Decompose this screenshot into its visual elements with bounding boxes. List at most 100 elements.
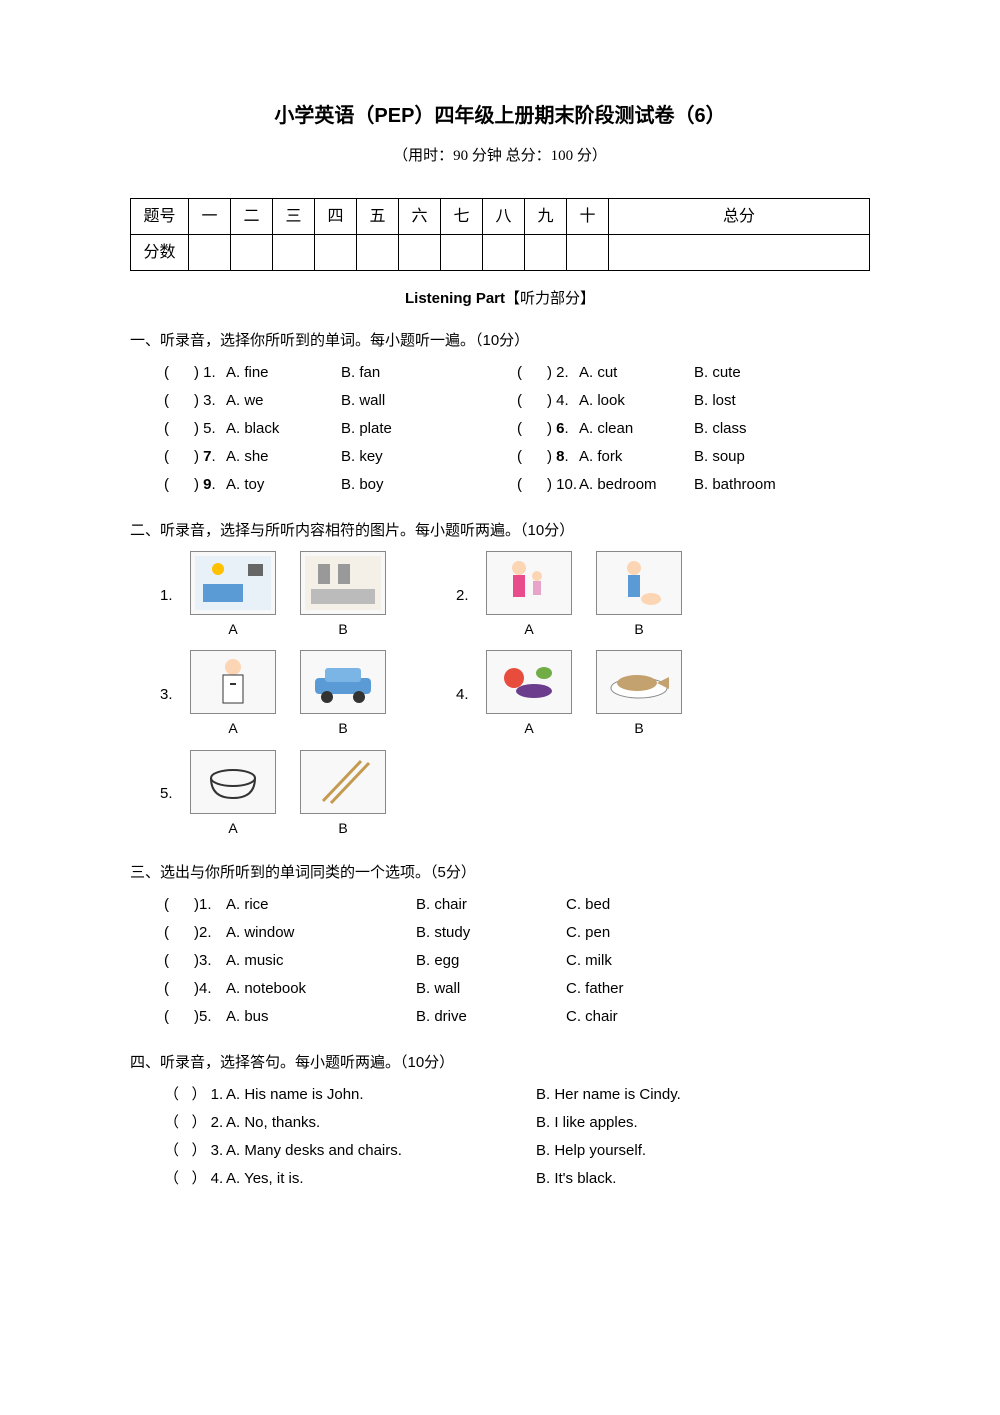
bowl-icon xyxy=(190,750,276,814)
score-cell xyxy=(483,235,525,271)
option-b: B. egg xyxy=(416,949,566,973)
option-label: A xyxy=(228,817,237,839)
option-a: A. fine xyxy=(226,361,341,385)
car-icon xyxy=(300,650,386,714)
table-row: 题号 一 二 三 四 五 六 七 八 九 十 总分 xyxy=(131,199,870,235)
option-b: B. cute xyxy=(694,361,794,385)
option-b: B. drive xyxy=(416,1005,566,1029)
doctor-icon xyxy=(190,650,276,714)
option-a: A. notebook xyxy=(226,977,416,1001)
item-number: 5. xyxy=(160,782,190,806)
option-b: B. wall xyxy=(341,389,441,413)
option-a: A. window xyxy=(226,921,416,945)
option-label: B xyxy=(634,618,643,640)
answer-blank: ( ) 3. xyxy=(164,389,226,413)
answer-blank: （ ） 3. xyxy=(164,1139,226,1163)
answer-blank: ( ) 6. xyxy=(517,417,579,441)
col-header: 总分 xyxy=(609,199,870,235)
list-item: ( ) 5.A. blackB. plate( ) 6.A. cleanB. c… xyxy=(130,417,870,441)
answer-blank: ( ) 10. xyxy=(517,473,579,497)
col-header: 二 xyxy=(231,199,273,235)
option-label: B xyxy=(338,717,347,739)
col-header: 一 xyxy=(189,199,231,235)
option-a: A. Yes, it is. xyxy=(226,1167,536,1191)
score-cell xyxy=(399,235,441,271)
answer-blank: ( ) 9. xyxy=(164,473,226,497)
col-header: 六 xyxy=(399,199,441,235)
item-number: 1. xyxy=(160,584,190,608)
score-cell xyxy=(315,235,357,271)
option-a: A. rice xyxy=(226,893,416,917)
score-cell xyxy=(231,235,273,271)
option-a: A. cut xyxy=(579,361,694,385)
col-header: 七 xyxy=(441,199,483,235)
list-item: ( )2.A. windowB. studyC. pen xyxy=(130,921,870,945)
col-header: 题号 xyxy=(131,199,189,235)
option-a: A. music xyxy=(226,949,416,973)
option-b: B. boy xyxy=(341,473,441,497)
list-item: ( )4.A. notebookB. wallC. father xyxy=(130,977,870,1001)
answer-blank: （ ） 1. xyxy=(164,1083,226,1107)
answer-blank: （ ） 2. xyxy=(164,1111,226,1135)
section1-items: ( ) 1.A. fineB. fan( ) 2.A. cutB. cute( … xyxy=(130,361,870,497)
mother-child-icon xyxy=(486,551,572,615)
option-a: A. Many desks and chairs. xyxy=(226,1139,536,1163)
option-c: C. bed xyxy=(566,893,646,917)
father-baby-icon xyxy=(596,551,682,615)
section1-heading: 一、听录音，选择你所听到的单词。每小题听一遍。（10分） xyxy=(130,329,870,353)
option-label: A xyxy=(228,618,237,640)
section2-items: 1. A B 2. A B 3. A B 4. A B 5. A B xyxy=(130,551,870,839)
chopsticks-icon xyxy=(300,750,386,814)
list-item: ( )3.A. musicB. eggC. milk xyxy=(130,949,870,973)
option-a: A. she xyxy=(226,445,341,469)
option-label: A xyxy=(228,717,237,739)
answer-blank: ( ) 7. xyxy=(164,445,226,469)
row-label: 分数 xyxy=(131,235,189,271)
option-label: B xyxy=(338,618,347,640)
option-a: A. black xyxy=(226,417,341,441)
list-item: （ ） 1.A. His name is John.B. Her name is… xyxy=(130,1083,870,1107)
score-table: 题号 一 二 三 四 五 六 七 八 九 十 总分 分数 xyxy=(130,198,870,271)
list-item: ( ) 9.A. toyB. boy( ) 10.A. bedroomB. ba… xyxy=(130,473,870,497)
list-item: ( ) 7.A. sheB. key( ) 8.A. forkB. soup xyxy=(130,445,870,469)
option-label: B xyxy=(338,817,347,839)
col-header: 十 xyxy=(567,199,609,235)
option-a: A. look xyxy=(579,389,694,413)
list-item: （ ） 3.A. Many desks and chairs.B. Help y… xyxy=(130,1139,870,1163)
col-header: 五 xyxy=(357,199,399,235)
option-b: B. key xyxy=(341,445,441,469)
option-c: C. milk xyxy=(566,949,646,973)
score-cell xyxy=(441,235,483,271)
table-row: 分数 xyxy=(131,235,870,271)
option-b: B. bathroom xyxy=(694,473,794,497)
option-b: B. Help yourself. xyxy=(536,1139,646,1163)
page-title: 小学英语（PEP）四年级上册期末阶段测试卷（6） xyxy=(130,100,870,132)
answer-blank: ( ) 5. xyxy=(164,417,226,441)
listening-header: Listening Part【听力部分】 xyxy=(130,287,870,311)
option-a: A. clean xyxy=(579,417,694,441)
list-item: （ ） 2.A. No, thanks.B. I like apples. xyxy=(130,1111,870,1135)
list-item: （ ） 4.A. Yes, it is.B. It's black. xyxy=(130,1167,870,1191)
option-c: C. father xyxy=(566,977,646,1001)
answer-blank: ( ) 1. xyxy=(164,361,226,385)
listening-prefix: Listening Part xyxy=(405,290,505,307)
listening-suffix: 【听力部分】 xyxy=(505,290,595,307)
option-a: A. bedroom xyxy=(579,473,694,497)
answer-blank: ( )3. xyxy=(164,949,226,973)
section3-items: ( )1.A. riceB. chairC. bed ( )2.A. window… xyxy=(130,893,870,1029)
score-cell xyxy=(609,235,870,271)
answer-blank: ( )5. xyxy=(164,1005,226,1029)
col-header: 九 xyxy=(525,199,567,235)
answer-blank: ( )1. xyxy=(164,893,226,917)
option-a: A. we xyxy=(226,389,341,413)
option-b: B. chair xyxy=(416,893,566,917)
option-a: A. His name is John. xyxy=(226,1083,536,1107)
option-a: A. fork xyxy=(579,445,694,469)
list-item: ( ) 1.A. fineB. fan( ) 2.A. cutB. cute xyxy=(130,361,870,385)
score-cell xyxy=(525,235,567,271)
option-b: B. plate xyxy=(341,417,441,441)
option-c: C. pen xyxy=(566,921,646,945)
option-b: B. fan xyxy=(341,361,441,385)
option-c: C. chair xyxy=(566,1005,646,1029)
pic-row: 1. A B 2. A B xyxy=(160,551,870,640)
